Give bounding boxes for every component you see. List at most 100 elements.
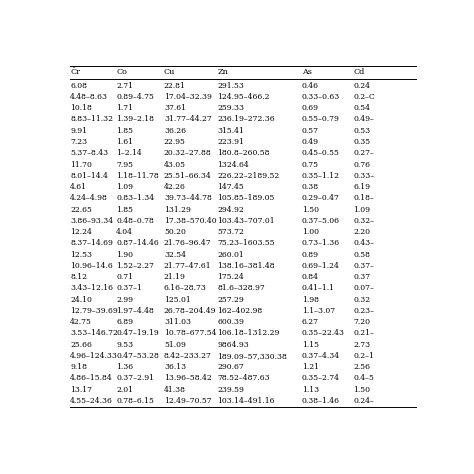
- Text: 0.43–: 0.43–: [353, 239, 374, 247]
- Text: 1.52–2.27: 1.52–2.27: [116, 262, 154, 270]
- Text: 147.45: 147.45: [217, 183, 244, 191]
- Text: 0.83–1.34: 0.83–1.34: [116, 194, 155, 202]
- Text: 13.17: 13.17: [70, 386, 92, 394]
- Text: 13.96–58.42: 13.96–58.42: [164, 374, 212, 383]
- Text: 22.65: 22.65: [70, 206, 92, 214]
- Text: 2.99: 2.99: [116, 296, 133, 304]
- Text: 0.57: 0.57: [301, 127, 319, 135]
- Text: 31.77–44.27: 31.77–44.27: [164, 116, 212, 124]
- Text: 37.61: 37.61: [164, 104, 186, 112]
- Text: 131.29: 131.29: [164, 206, 191, 214]
- Text: 4.55–24.36: 4.55–24.36: [70, 397, 113, 405]
- Text: 0.49–: 0.49–: [353, 116, 374, 124]
- Text: 0.29–0.47: 0.29–0.47: [301, 194, 339, 202]
- Text: 12.79–39.69: 12.79–39.69: [70, 307, 118, 315]
- Text: 0.33–0.63: 0.33–0.63: [301, 93, 340, 101]
- Text: 0.73–1.36: 0.73–1.36: [301, 239, 340, 247]
- Text: 0.24: 0.24: [353, 82, 370, 90]
- Text: 0.47–53.28: 0.47–53.28: [116, 352, 159, 360]
- Text: 138.16–381.48: 138.16–381.48: [217, 262, 275, 270]
- Text: 0.76: 0.76: [353, 161, 370, 169]
- Text: 39.73–44.78: 39.73–44.78: [164, 194, 212, 202]
- Text: 294.92: 294.92: [217, 206, 244, 214]
- Text: 21.76–96.47: 21.76–96.47: [164, 239, 211, 247]
- Text: 311.03: 311.03: [164, 318, 191, 326]
- Text: 0.37–2.91: 0.37–2.91: [116, 374, 154, 383]
- Text: 0.37–1: 0.37–1: [116, 284, 142, 292]
- Text: 0.53: 0.53: [353, 127, 370, 135]
- Text: Zn: Zn: [217, 68, 228, 76]
- Text: 12.49–70.57: 12.49–70.57: [164, 397, 211, 405]
- Text: 1–2.14: 1–2.14: [116, 149, 142, 157]
- Text: 0.2–1: 0.2–1: [353, 352, 374, 360]
- Text: 175.24: 175.24: [217, 273, 244, 281]
- Text: 22.81: 22.81: [164, 82, 186, 90]
- Text: 3.43–12.16: 3.43–12.16: [70, 284, 113, 292]
- Text: 42.75: 42.75: [70, 318, 92, 326]
- Text: 50.20: 50.20: [164, 228, 186, 236]
- Text: 21.19: 21.19: [164, 273, 186, 281]
- Text: 0.27–: 0.27–: [353, 149, 374, 157]
- Text: 223.91: 223.91: [217, 138, 244, 146]
- Text: 0.33–: 0.33–: [353, 172, 374, 180]
- Text: 1.36: 1.36: [116, 363, 133, 371]
- Text: 315.41: 315.41: [217, 127, 244, 135]
- Text: 7.20: 7.20: [353, 318, 370, 326]
- Text: 4.48–8.63: 4.48–8.63: [70, 93, 108, 101]
- Text: 1.90: 1.90: [116, 251, 133, 259]
- Text: 9.91: 9.91: [70, 127, 87, 135]
- Text: 291.53: 291.53: [217, 82, 244, 90]
- Text: 1.18–11.78: 1.18–11.78: [116, 172, 159, 180]
- Text: 0.18–: 0.18–: [353, 194, 374, 202]
- Text: 0.38–1.46: 0.38–1.46: [301, 397, 340, 405]
- Text: 9.18: 9.18: [70, 363, 87, 371]
- Text: 51.09: 51.09: [164, 341, 186, 349]
- Text: 0.24–: 0.24–: [353, 397, 374, 405]
- Text: 1324.64: 1324.64: [217, 161, 249, 169]
- Text: 0.37–5.06: 0.37–5.06: [301, 217, 340, 225]
- Text: 0.58: 0.58: [353, 251, 370, 259]
- Text: 260.01: 260.01: [217, 251, 244, 259]
- Text: 25.66: 25.66: [70, 341, 92, 349]
- Text: 0.32–: 0.32–: [353, 217, 374, 225]
- Text: 0.4–5: 0.4–5: [353, 374, 374, 383]
- Text: 257.29: 257.29: [217, 296, 244, 304]
- Text: 162–402.98: 162–402.98: [217, 307, 263, 315]
- Text: 1.1–3.07: 1.1–3.07: [301, 307, 335, 315]
- Text: 24.10: 24.10: [70, 296, 92, 304]
- Text: 8.37–14.69: 8.37–14.69: [70, 239, 113, 247]
- Text: 0.84: 0.84: [301, 273, 319, 281]
- Text: 1.61: 1.61: [116, 138, 133, 146]
- Text: 1.50: 1.50: [301, 206, 319, 214]
- Text: Cu: Cu: [164, 68, 175, 76]
- Text: 0.35–2.74: 0.35–2.74: [301, 374, 340, 383]
- Text: 9864.93: 9864.93: [217, 341, 249, 349]
- Text: 22.95: 22.95: [164, 138, 186, 146]
- Text: 259.33: 259.33: [217, 104, 244, 112]
- Text: 17.38–570.40: 17.38–570.40: [164, 217, 217, 225]
- Text: 4.61: 4.61: [70, 183, 87, 191]
- Text: 124.95–466.2: 124.95–466.2: [217, 93, 270, 101]
- Text: 0.23–: 0.23–: [353, 307, 374, 315]
- Text: 4.96–124.33: 4.96–124.33: [70, 352, 118, 360]
- Text: 105.85–189.05: 105.85–189.05: [217, 194, 274, 202]
- Text: Cd: Cd: [353, 68, 365, 76]
- Text: 4.86–15.84: 4.86–15.84: [70, 374, 113, 383]
- Text: 10.78–677.54: 10.78–677.54: [164, 329, 217, 337]
- Text: 180.8–260.58: 180.8–260.58: [217, 149, 270, 157]
- Text: 36.26: 36.26: [164, 127, 186, 135]
- Text: 189.09–57,330.38: 189.09–57,330.38: [217, 352, 287, 360]
- Text: 1.00: 1.00: [301, 228, 319, 236]
- Text: 8.01–14.4: 8.01–14.4: [70, 172, 108, 180]
- Text: 6.16–28.73: 6.16–28.73: [164, 284, 207, 292]
- Text: 42.26: 42.26: [164, 183, 186, 191]
- Text: 0.37–4.34: 0.37–4.34: [301, 352, 340, 360]
- Text: 2.20: 2.20: [353, 228, 370, 236]
- Text: 0.49: 0.49: [301, 138, 319, 146]
- Text: 600.39: 600.39: [217, 318, 244, 326]
- Text: 36.13: 36.13: [164, 363, 186, 371]
- Text: 78.52–487.63: 78.52–487.63: [217, 374, 270, 383]
- Text: 4.24–4.98: 4.24–4.98: [70, 194, 108, 202]
- Text: 0.89–4.75: 0.89–4.75: [116, 93, 154, 101]
- Text: 0.2–C: 0.2–C: [353, 93, 375, 101]
